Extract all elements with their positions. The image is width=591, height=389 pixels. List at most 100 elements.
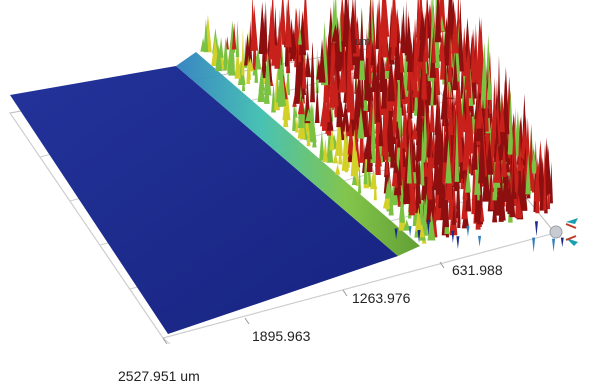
surface-peak [370,39,375,66]
surface-peak [370,92,377,163]
surface-peak [452,50,459,91]
surface-peak [360,53,364,109]
surface-peak [393,191,397,206]
surface-peak [385,52,391,72]
surface-peak [507,177,513,215]
surface-peak [533,157,541,202]
surface-peak [306,122,311,147]
surface-peak [444,172,453,201]
surface-peak [353,83,360,130]
surface-peak [375,103,379,149]
surface-peak [310,41,316,103]
rough-surface-region [200,0,564,253]
navigation-gizmo-icon[interactable] [548,214,588,254]
surface-pit [560,237,564,248]
surface-peak [234,46,241,79]
surface-peak [314,84,320,123]
surface-peak [241,28,245,76]
surface-peak [231,22,237,50]
surface-peak [401,82,406,100]
surface-peak [341,100,350,132]
surface-peak [419,9,425,40]
surface-peak [378,115,384,147]
surface-peak [338,142,343,165]
surface-peak [499,93,505,133]
surface-peak [406,10,411,62]
surface-peak [413,23,418,82]
surface-peak [263,0,268,55]
surface-peak [338,11,342,52]
surface-peak [447,30,453,83]
surface-peak [434,0,442,43]
surface-peak [305,108,312,122]
surface-peak [235,20,240,58]
surface-peak [400,176,404,202]
surface-peak [399,118,404,177]
surface-peak [446,0,455,35]
surface-peak [494,112,500,162]
axis-tick-label: 1263.976 [352,290,411,306]
surface-peak [476,16,484,84]
axis-ticks [162,261,445,345]
surface-pit [478,235,482,247]
surface-peak [375,92,381,123]
surface-peak [346,48,350,107]
surface-peak [329,124,335,151]
surface-peak [364,27,370,101]
surface-peak [520,121,529,158]
surface-pit [552,238,556,252]
surface-peak [326,106,334,131]
surface-peak [442,16,451,66]
surface-peak [292,97,297,131]
surface-peak [395,115,400,139]
surface-peak [386,174,392,198]
surface-peak [322,138,328,163]
surface-pit [532,237,536,253]
surface-peak [422,156,430,177]
surface-pit [417,230,421,243]
surface-peak [335,163,341,175]
surface-peak [470,28,476,72]
surface-peak [294,106,298,118]
surface-peak [297,95,305,115]
surface-peak [492,195,498,223]
surface-peak [351,66,355,119]
surface-peak [502,160,510,202]
surface-peak [440,23,446,80]
surface-peak [393,139,398,174]
surface-peak [464,50,471,90]
surface-peak [514,193,523,219]
surface-peak [486,68,493,100]
top-unit-label: um [355,36,371,48]
surface-peak [318,39,326,83]
surface-peak [250,4,259,51]
surface-peak [347,149,354,162]
surface-peak [383,116,389,161]
axis-tick-label: 1895.963 [252,328,311,344]
surface-peak [490,176,494,210]
surface-peak [484,79,489,132]
surface-peak [364,125,373,160]
surface-peak [222,37,229,71]
surface-peak [388,113,395,157]
surface-peak [357,106,365,139]
surface-peak [295,116,299,133]
surface-peak [422,41,427,100]
surface-peak [381,55,387,109]
surface-peak [258,67,265,91]
surface-peak [375,142,382,167]
surface-peak [261,31,267,79]
surface-peak [388,181,394,216]
surface-peak [244,33,251,66]
surface-peak [350,128,358,177]
surface-peak [480,202,485,222]
axis-tick-mark [439,261,445,269]
surface-peak [406,137,412,184]
surface-peak [460,108,468,131]
axis-tick-label: 631.988 [452,262,503,278]
surface-peak [525,152,531,195]
surface-peak [203,18,209,52]
surface-peak [530,148,538,174]
